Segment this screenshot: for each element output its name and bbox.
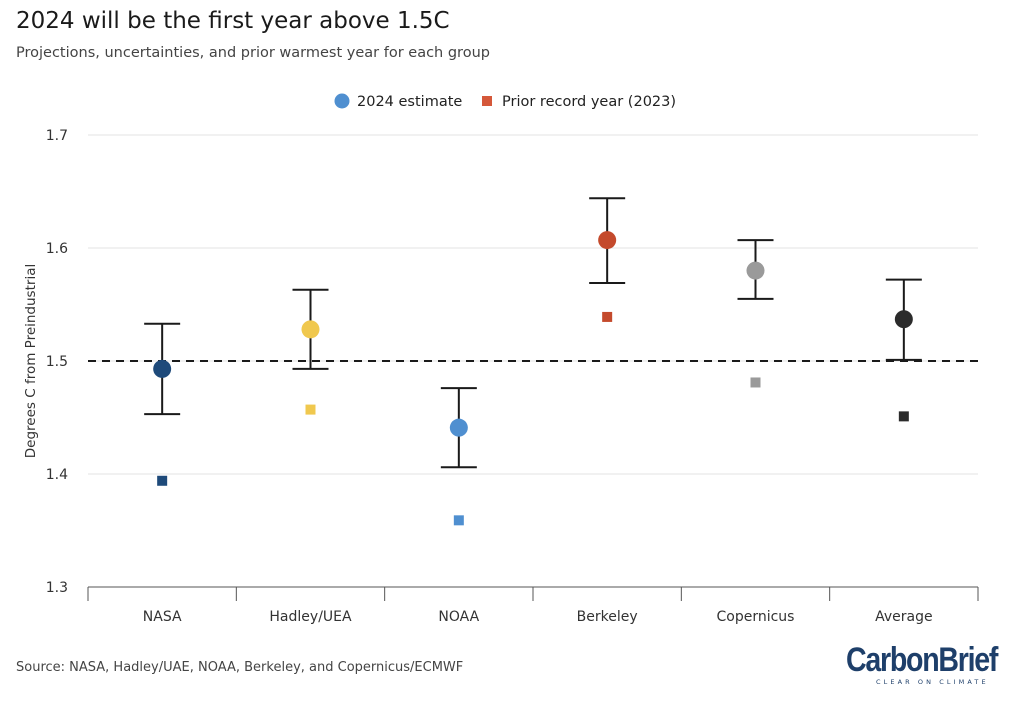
y-tick-label: 1.6 — [46, 241, 68, 257]
legend: 2024 estimate Prior record year (2023) — [334, 93, 676, 110]
prior-record-marker — [898, 411, 909, 422]
x-tick-label: Berkeley — [577, 609, 638, 625]
x-tick-label: Hadley/UEA — [269, 609, 352, 625]
legend-prior-swatch — [482, 96, 492, 106]
carbonbrief-logo: CarbonBrief CLEAR ON CLIMATE — [846, 641, 998, 693]
chart-title: 2024 will be the first year above 1.5C — [16, 8, 450, 34]
y-axis-label: Degrees C from Preindustrial — [23, 264, 39, 458]
y-axis: 1.3 1.4 1.5 1.6 1.7 Degrees C from Preindustr… — [23, 128, 68, 596]
logo-wordmark: CarbonBrief — [846, 641, 998, 679]
y-tick-label: 1.7 — [46, 128, 68, 144]
prior-record-marker — [305, 404, 316, 415]
estimate-marker — [894, 310, 913, 329]
estimate-marker — [301, 320, 320, 339]
estimate-marker — [598, 231, 617, 250]
estimate-marker — [153, 359, 172, 378]
y-tick-label: 1.4 — [46, 467, 68, 483]
estimate-marker — [746, 261, 765, 280]
prior-record-marker — [453, 515, 464, 526]
data-marks — [144, 197, 922, 526]
y-tick-label: 1.3 — [46, 580, 68, 596]
prior-record-marker — [157, 475, 168, 486]
chart-plot: 2024 estimate Prior record year (2023) 1.… — [23, 93, 979, 625]
x-tick-label: NOAA — [438, 609, 479, 625]
legend-estimate-swatch — [334, 93, 350, 109]
legend-prior-label: Prior record year (2023) — [502, 94, 676, 110]
chart-subtitle: Projections, uncertainties, and prior wa… — [16, 45, 490, 61]
prior-record-marker — [750, 377, 761, 388]
x-tick-label: Average — [875, 609, 933, 625]
source-note: Source: NASA, Hadley/UAE, NOAA, Berkeley… — [16, 660, 464, 675]
legend-estimate-label: 2024 estimate — [357, 94, 462, 110]
y-tick-label: 1.5 — [46, 354, 68, 370]
estimate-marker — [449, 418, 468, 437]
prior-record-marker — [602, 311, 613, 322]
x-tick-label: NASA — [143, 609, 182, 625]
logo-tagline: CLEAR ON CLIMATE — [876, 678, 989, 686]
x-axis: NASA Hadley/UEA NOAA Berkeley Copernicus Aver… — [87, 586, 979, 625]
x-tick-label: Copernicus — [717, 609, 795, 625]
gridlines — [88, 134, 978, 475]
